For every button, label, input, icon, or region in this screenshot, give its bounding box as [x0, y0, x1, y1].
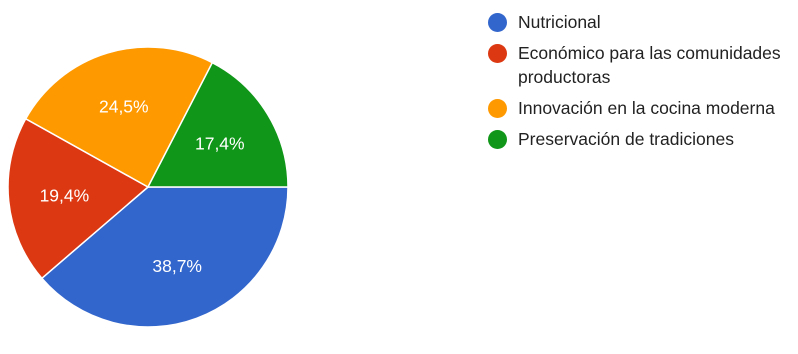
slice-label-preservacion: 17,4% — [195, 133, 245, 153]
pie-slice-nutricional[interactable] — [40, 186, 289, 328]
pie-chart: 38,7% 19,4% 24,5% 17,4% — [7, 46, 289, 328]
legend-swatch-economico — [488, 44, 507, 63]
pie-slice-preservacion[interactable] — [146, 61, 289, 188]
legend-label-innovacion: Innovación en la cocina moderna — [518, 98, 775, 118]
legend-label-nutricional: Nutricional — [518, 12, 601, 32]
pie-slice-economico[interactable] — [7, 117, 150, 280]
slice-label-economico: 19,4% — [40, 185, 90, 205]
slice-label-innovacion: 24,5% — [99, 97, 149, 117]
legend-item-economico[interactable]: Económico para las comunidades productor… — [488, 41, 793, 89]
legend-swatch-nutricional — [488, 13, 507, 32]
legend: Nutricional Económico para las comunidad… — [488, 10, 793, 158]
legend-item-nutricional[interactable]: Nutricional — [488, 10, 793, 34]
slice-label-nutricional: 38,7% — [152, 256, 202, 276]
legend-swatch-innovacion — [488, 99, 507, 118]
legend-label-preservacion: Preservación de tradiciones — [518, 129, 734, 149]
legend-item-preservacion[interactable]: Preservación de tradiciones — [488, 127, 793, 151]
legend-label-economico: Económico para las comunidades productor… — [518, 43, 781, 87]
legend-swatch-preservacion — [488, 130, 507, 149]
legend-item-innovacion[interactable]: Innovación en la cocina moderna — [488, 96, 793, 120]
